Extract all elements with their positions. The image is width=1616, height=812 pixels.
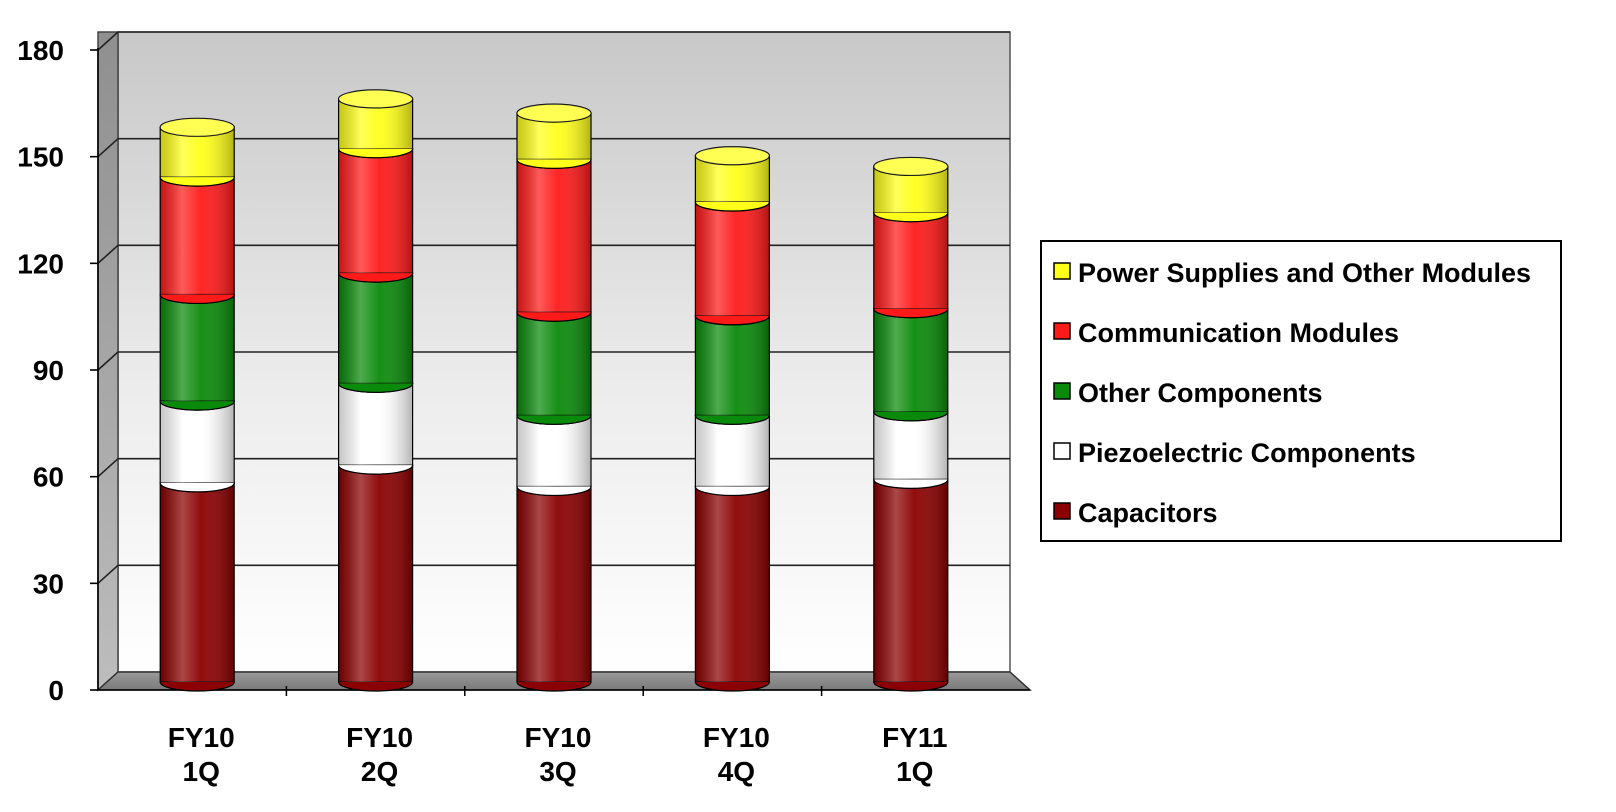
y-tick-label: 120 bbox=[17, 248, 64, 279]
bar-stack bbox=[694, 146, 771, 692]
bar-top bbox=[516, 103, 592, 123]
x-category-label: 1Q bbox=[896, 756, 933, 787]
bar-top bbox=[159, 117, 235, 137]
bar-shading bbox=[695, 202, 770, 316]
bar-segment-bottom bbox=[159, 400, 235, 411]
bar-segment-bottom bbox=[516, 486, 592, 497]
legend-swatch bbox=[1053, 382, 1071, 400]
bar-shading bbox=[873, 212, 948, 309]
bar-segment-bottom bbox=[516, 312, 592, 322]
bar-segment-bottom bbox=[694, 415, 770, 425]
bar-segment-bottom bbox=[694, 486, 770, 497]
bar-top-highlight bbox=[517, 104, 591, 123]
bars bbox=[159, 89, 949, 692]
y-tick-label: 90 bbox=[33, 355, 64, 386]
bar-segment-bottom bbox=[694, 201, 770, 212]
legend-label: Power Supplies and Other Modules bbox=[1078, 258, 1531, 288]
x-category-label: 2Q bbox=[361, 756, 398, 787]
bar-top bbox=[338, 89, 414, 109]
bar-top-highlight bbox=[873, 157, 948, 176]
bar-segment-bottom bbox=[338, 464, 414, 475]
bar-segment-bottom bbox=[694, 681, 770, 692]
bar-segment-bottom bbox=[338, 272, 414, 283]
bar-stack bbox=[338, 89, 414, 692]
gridline-side bbox=[97, 244, 119, 264]
legend-box bbox=[1040, 240, 1562, 542]
legend-label: Communication Modules bbox=[1078, 318, 1399, 348]
bar-stack bbox=[159, 117, 235, 692]
bar-segment-bottom bbox=[338, 383, 414, 393]
bar-shading bbox=[160, 294, 235, 402]
bar-shading bbox=[517, 312, 591, 416]
x-category-label: FY10 bbox=[525, 722, 592, 753]
y-axis-ticks: 0 30 60 90 120 150 180 bbox=[17, 35, 99, 706]
bar-shading bbox=[517, 415, 591, 487]
bar-segment-bottom bbox=[873, 681, 949, 692]
legend-swatch bbox=[1053, 442, 1071, 460]
legend-swatch bbox=[1053, 322, 1071, 340]
y-tick-label: 180 bbox=[17, 35, 64, 66]
x-category-label: 4Q bbox=[718, 756, 755, 787]
bar-shading bbox=[873, 308, 948, 412]
bar-shading bbox=[695, 415, 770, 487]
bar-segment-bottom bbox=[694, 315, 770, 326]
bar-segment-bottom bbox=[516, 681, 592, 692]
y-tick-label: 60 bbox=[33, 462, 64, 493]
gridline-side bbox=[97, 31, 119, 51]
bar-segment-bottom bbox=[159, 681, 235, 692]
bar-shading bbox=[338, 465, 413, 682]
legend: Power Supplies and Other Modules Communic… bbox=[1040, 240, 1562, 542]
gridline-side bbox=[97, 564, 119, 584]
bar-shading bbox=[873, 479, 948, 682]
x-category-label: FY10 bbox=[346, 722, 413, 753]
bar-top-highlight bbox=[338, 89, 413, 108]
bar-segment-bottom bbox=[873, 411, 949, 422]
bar-segment-bottom bbox=[338, 148, 414, 159]
bar-shading bbox=[695, 315, 770, 416]
bar-segment-bottom bbox=[873, 308, 949, 319]
x-category-label: FY10 bbox=[168, 722, 235, 753]
y-tick-label: 0 bbox=[48, 675, 64, 706]
gridline-side bbox=[97, 458, 119, 478]
legend-swatch bbox=[1053, 502, 1071, 520]
bar-top-highlight bbox=[695, 146, 770, 165]
bar-top-highlight bbox=[160, 118, 235, 137]
legend-label: Other Components bbox=[1078, 378, 1323, 408]
bar-shading bbox=[338, 383, 413, 466]
bar-segment-bottom bbox=[159, 176, 235, 187]
bar-top bbox=[694, 146, 771, 166]
bar-shading bbox=[338, 148, 413, 274]
legend-label: Piezoelectric Components bbox=[1078, 438, 1416, 468]
x-category-label: FY11 bbox=[882, 722, 947, 753]
bar-segment-bottom bbox=[159, 294, 235, 305]
bar-top bbox=[873, 156, 949, 177]
gridline-side bbox=[97, 351, 119, 371]
x-category-label: 1Q bbox=[183, 756, 220, 787]
y-tick-label: 150 bbox=[17, 142, 64, 173]
y-tick-label: 30 bbox=[33, 568, 64, 599]
bar-stack bbox=[516, 103, 592, 692]
legend-swatch bbox=[1053, 262, 1071, 280]
bar-shading bbox=[873, 411, 948, 480]
x-category-label: 3Q bbox=[539, 756, 576, 787]
legend-label: Capacitors bbox=[1078, 498, 1218, 528]
bar-segment-bottom bbox=[516, 159, 592, 169]
bar-stack bbox=[873, 156, 949, 692]
bar-shading bbox=[338, 273, 413, 384]
bar-segment-bottom bbox=[873, 212, 949, 223]
bar-segment-bottom bbox=[159, 482, 235, 493]
bar-segment-bottom bbox=[338, 681, 414, 692]
x-category-label: FY10 bbox=[703, 722, 770, 753]
bar-shading bbox=[160, 177, 235, 295]
gridline-side bbox=[97, 138, 119, 158]
bar-shading bbox=[160, 482, 235, 682]
bar-shading bbox=[160, 401, 235, 483]
bar-shading bbox=[695, 486, 770, 682]
bar-shading bbox=[517, 159, 591, 313]
bar-shading bbox=[517, 486, 591, 682]
bar-segment-bottom bbox=[873, 479, 949, 489]
bar-segment-bottom bbox=[516, 415, 592, 425]
